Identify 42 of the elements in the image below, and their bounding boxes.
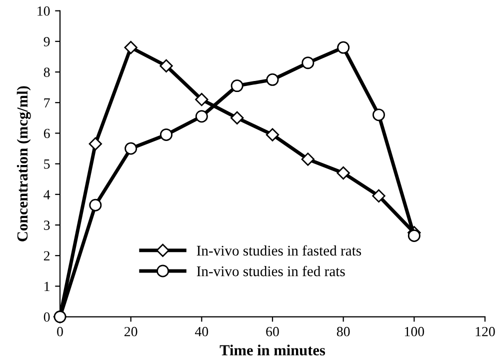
y-axis-title: Concentration (mcg/ml) [16, 86, 31, 242]
point [195, 92, 208, 106]
x-tick-label: 40 [194, 326, 208, 336]
point [88, 137, 102, 150]
point [230, 80, 244, 92]
y-tick-label: 5 [44, 160, 50, 169]
point [301, 152, 315, 166]
x-tick-label: 120 [476, 326, 495, 336]
point [124, 142, 138, 155]
y-tick-label: 7 [44, 98, 50, 108]
x-tick-label: 100 [404, 326, 424, 336]
x-tick-label: 0 [57, 326, 63, 336]
point [266, 73, 279, 86]
x-tick-label: 20 [124, 326, 138, 336]
point [336, 166, 350, 180]
point [195, 110, 208, 123]
point [266, 128, 280, 142]
y-tick-label: 9 [44, 37, 50, 46]
point [230, 111, 244, 124]
point [337, 41, 350, 54]
x-tick-label: 80 [336, 326, 350, 336]
point [124, 40, 138, 54]
point [302, 56, 314, 70]
y-tick-label: 1 [44, 282, 50, 292]
x-tick-label: 60 [266, 326, 279, 336]
point [408, 229, 420, 242]
y-tick-label: 4 [44, 190, 50, 200]
point [372, 189, 386, 203]
point [54, 310, 66, 324]
point [160, 128, 172, 141]
x-axis-title: Time in minutes [220, 344, 326, 356]
legend-label: In-vivo studies in fed rats [196, 266, 345, 276]
legend-label: In-vivo studies in fasted rats [196, 245, 362, 256]
y-tick-label: 10 [38, 6, 50, 16]
y-tick-label: 2 [44, 251, 50, 260]
y-tick-label: 6 [44, 128, 50, 138]
point [372, 108, 385, 122]
y-tick-label: 3 [44, 220, 50, 230]
point [160, 59, 173, 72]
point [89, 198, 102, 212]
y-tick-label: 8 [44, 68, 50, 77]
y-tick-label: 0 [44, 312, 50, 322]
